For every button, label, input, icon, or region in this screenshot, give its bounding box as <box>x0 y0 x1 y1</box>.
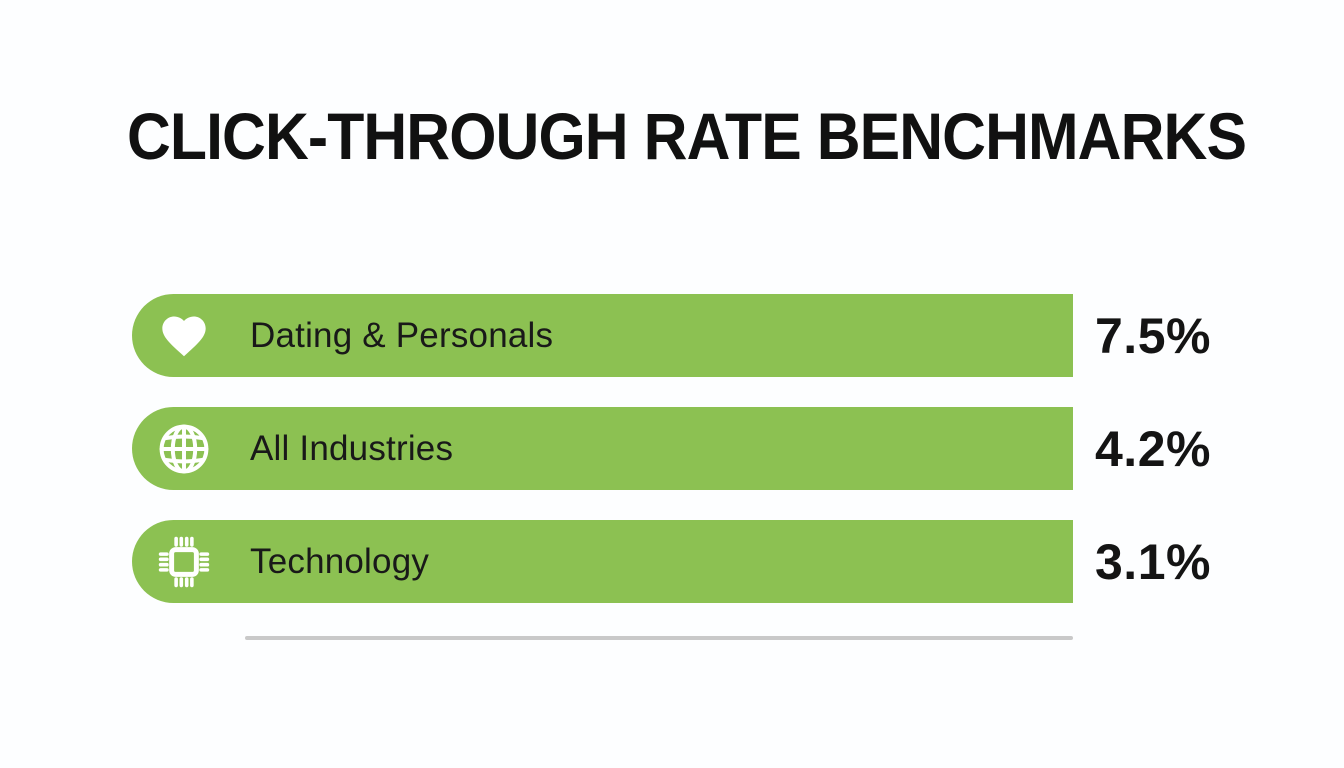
value-label: 3.1% <box>1095 533 1211 590</box>
benchmark-row: Dating & Personals 7.5% <box>0 294 1344 377</box>
page-title: CLICK-THROUGH RATE BENCHMARKS <box>127 99 1247 173</box>
bar-dating-personals: Dating & Personals <box>132 294 1073 377</box>
bar-technology: Technology <box>132 520 1073 603</box>
value-label: 7.5% <box>1095 307 1211 364</box>
chip-icon <box>155 533 213 591</box>
bar-all-industries: All Industries <box>132 407 1073 490</box>
bar-label: Technology <box>250 541 430 581</box>
globe-icon <box>155 420 213 478</box>
value-label: 4.2% <box>1095 420 1211 477</box>
divider-line <box>245 636 1073 640</box>
benchmark-row: All Industries 4.2% <box>0 407 1344 490</box>
bar-label: All Industries <box>250 428 454 468</box>
bar-label: Dating & Personals <box>250 315 554 355</box>
benchmark-row: Technology 3.1% <box>0 520 1344 603</box>
heart-icon <box>155 307 213 365</box>
